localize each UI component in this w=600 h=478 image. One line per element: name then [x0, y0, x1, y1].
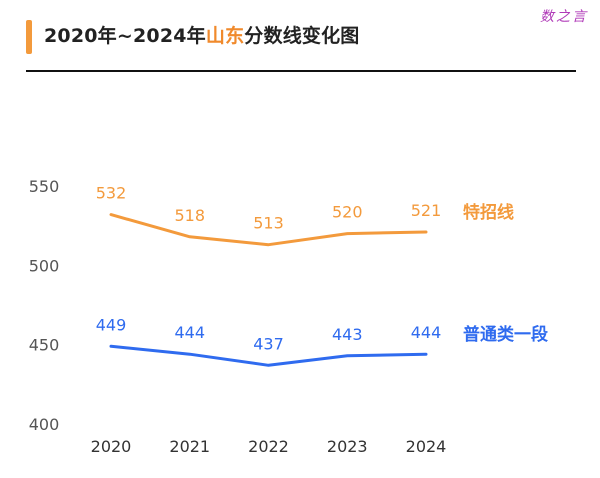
data-label: 449 [96, 315, 127, 334]
title-accent-bar [26, 20, 32, 54]
chart-title: 2020年~2024年山东分数线变化图 [44, 21, 360, 48]
x-tick-label: 2024 [406, 437, 447, 456]
x-tick-label: 2023 [327, 437, 368, 456]
x-tick-label: 2022 [248, 437, 289, 456]
series-name-label: 特招线 [463, 202, 514, 223]
series-line [109, 213, 428, 247]
series-line [109, 344, 428, 367]
top-watermark: 数之言 [540, 9, 588, 25]
y-tick-label: 500 [29, 256, 60, 275]
y-tick-label: 400 [29, 415, 60, 434]
data-label: 444 [411, 323, 442, 342]
title-divider [26, 70, 576, 72]
data-label: 520 [332, 203, 363, 222]
data-label: 513 [253, 214, 284, 233]
data-label: 532 [96, 184, 127, 203]
y-tick-label: 550 [29, 177, 60, 196]
data-label: 521 [411, 201, 442, 220]
data-label: 437 [253, 334, 284, 353]
x-tick-label: 2021 [169, 437, 210, 456]
x-tick-label: 2020 [91, 437, 132, 456]
y-tick-label: 450 [29, 336, 60, 355]
data-label: 518 [174, 206, 205, 225]
title-prefix: 2020年~2024年 [44, 25, 206, 47]
series-name-label: 普通类一段 [463, 324, 548, 345]
data-label: 444 [174, 323, 205, 342]
title-suffix: 分数线变化图 [244, 25, 360, 47]
data-label: 443 [332, 325, 363, 344]
title-highlight: 山东 [205, 25, 245, 47]
